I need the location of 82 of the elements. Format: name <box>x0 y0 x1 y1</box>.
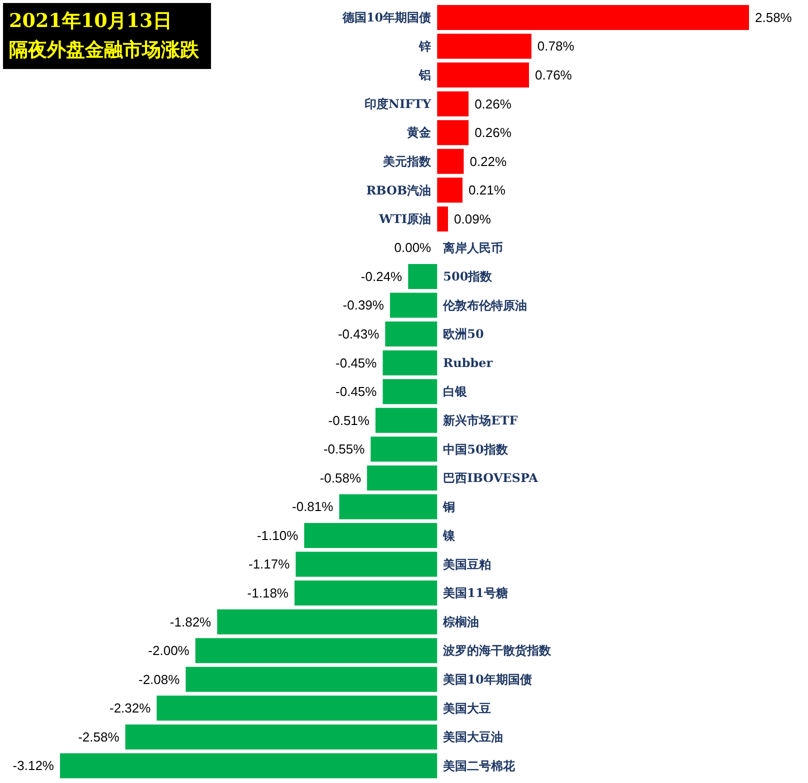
bar <box>385 322 438 347</box>
data-label: -0.24% <box>360 268 403 284</box>
bar <box>408 264 438 289</box>
data-label: -0.39% <box>342 298 384 313</box>
y-tick-label: 离岸人民币 <box>442 240 504 255</box>
data-label: -1.18% <box>247 585 289 600</box>
data-label: -0.81% <box>292 499 334 514</box>
bar <box>367 465 438 490</box>
data-label: 0.21% <box>468 182 506 198</box>
y-tick-label: 印度NIFTY <box>364 96 432 111</box>
y-tick-label: 伦敦布伦特原油 <box>442 298 528 312</box>
bar <box>437 34 532 59</box>
bar <box>296 552 438 577</box>
y-tick-label: 铜 <box>442 500 456 514</box>
bar <box>156 696 438 721</box>
y-tick-label: 德国10年期国债 <box>341 10 432 25</box>
y-tick-label: RBOB汽油 <box>366 183 432 198</box>
data-label: -3.12% <box>12 758 54 774</box>
bar <box>437 120 469 146</box>
y-tick-label: Rubber <box>443 356 494 370</box>
y-tick-label: 波罗的海干散货指数 <box>442 644 552 658</box>
y-tick-label: 500指数 <box>443 270 494 284</box>
text: 隔夜外盘金融市场涨跌 <box>9 38 199 63</box>
bar <box>437 91 469 116</box>
y-tick-label: WTI原油 <box>378 212 432 226</box>
y-tick-label: 锌 <box>418 39 432 54</box>
data-label: -2.32% <box>110 700 152 716</box>
data-label: 0.00% <box>394 240 432 256</box>
y-tick-label: 黄金 <box>406 126 432 140</box>
bar <box>437 148 464 174</box>
bar <box>186 666 438 692</box>
y-tick-label: 美国豆粕 <box>442 557 492 572</box>
data-label: 0.26% <box>474 96 512 112</box>
data-label: -1.10% <box>256 528 299 543</box>
data-label: -0.58% <box>320 470 362 486</box>
y-tick-label: 欧洲50 <box>443 327 484 342</box>
bar <box>437 62 530 88</box>
data-label: 0.22% <box>470 154 508 169</box>
data-label: -2.00% <box>148 643 190 658</box>
bar <box>125 724 438 750</box>
y-tick-label: 棕榈油 <box>442 614 480 629</box>
bar <box>437 5 749 30</box>
y-tick-label: 铝 <box>418 68 432 82</box>
y-tick-label: 美国10年期国债 <box>442 672 532 686</box>
data-label: -2.08% <box>138 672 180 687</box>
bar <box>437 206 448 232</box>
data-label: 0.26% <box>474 125 512 140</box>
data-label: -2.58% <box>78 729 120 744</box>
bar <box>390 292 438 318</box>
bar <box>195 638 438 664</box>
data-label: -0.51% <box>328 412 370 428</box>
data-label: 0.78% <box>537 38 575 54</box>
data-label: -0.43% <box>338 326 380 342</box>
y-tick-label: 美国二号棉花 <box>442 758 516 773</box>
data-label: -1.82% <box>170 614 212 630</box>
bar <box>294 580 438 606</box>
chart-title: 2021年10月13日 <box>9 9 173 34</box>
bar <box>339 494 438 520</box>
bar <box>375 408 438 433</box>
y-tick-label: 新兴市场ETF <box>442 413 518 428</box>
bar <box>382 350 438 376</box>
bar <box>60 753 438 778</box>
y-tick-label: 美元指数 <box>382 154 432 168</box>
bar <box>217 609 438 634</box>
bar <box>370 436 438 462</box>
data-label: -0.55% <box>323 442 366 457</box>
data-label: -1.17% <box>248 556 290 572</box>
bar <box>437 178 463 203</box>
data-label: -0.45% <box>336 384 378 400</box>
y-tick-label: 白银 <box>443 384 468 399</box>
y-tick-label: 镍 <box>442 528 456 543</box>
data-label: -0.45% <box>336 355 378 370</box>
data-label: 0.76% <box>535 67 572 82</box>
y-tick-label: 美国大豆 <box>442 701 492 716</box>
bar <box>304 523 438 548</box>
y-tick-label: 美国大豆油 <box>442 730 504 744</box>
data-label: 2.58% <box>755 10 792 25</box>
y-tick-label: 美国11号糖 <box>442 586 508 600</box>
y-tick-label: 中国50指数 <box>443 442 509 456</box>
data-label: 0.09% <box>454 211 492 226</box>
y-tick-label: 巴西IBOVESPA <box>443 471 539 486</box>
bar <box>382 379 438 404</box>
